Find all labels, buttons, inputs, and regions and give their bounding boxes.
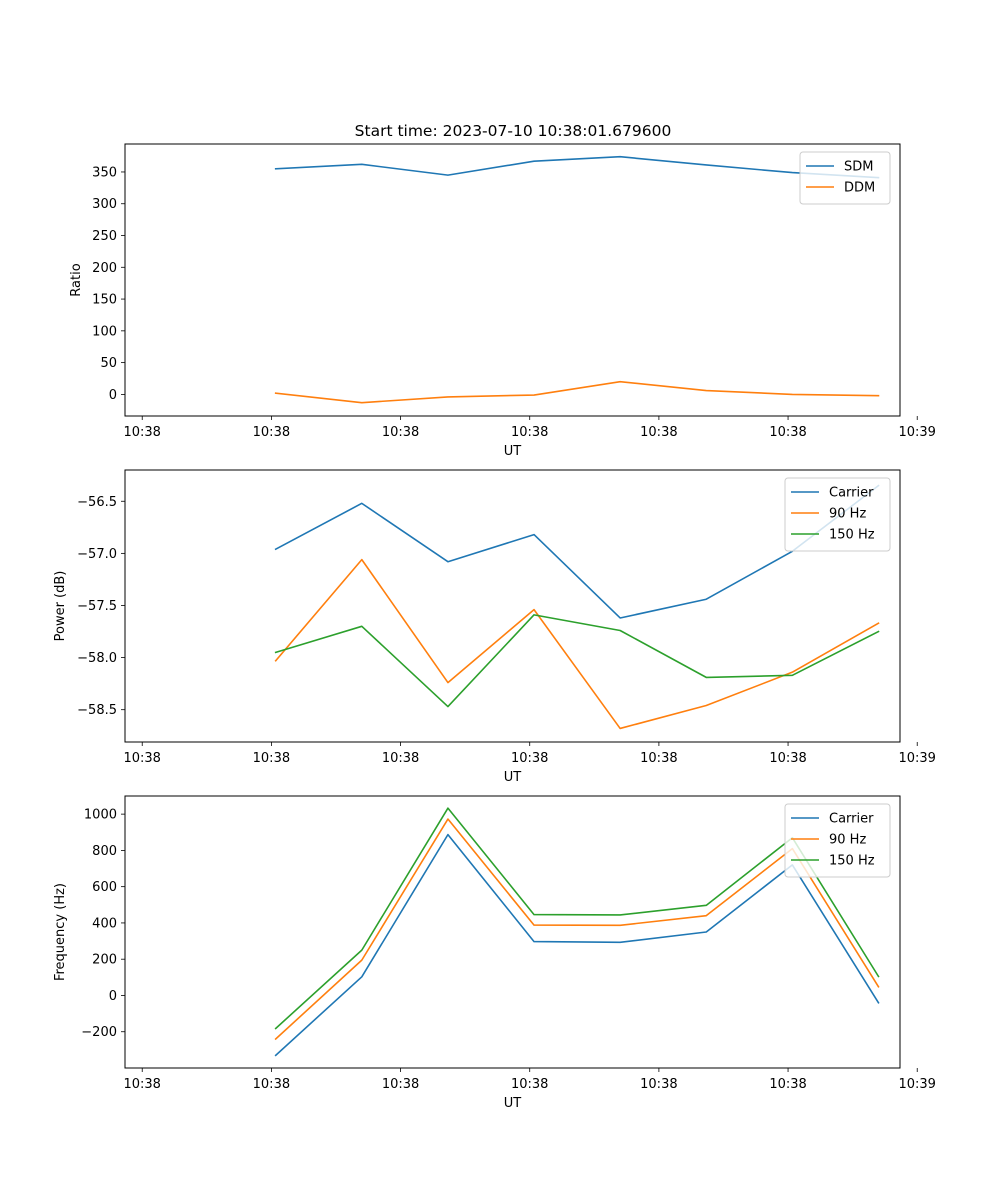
x-tick-label: 10:38 — [382, 751, 419, 766]
series-line-sdm — [274, 155, 880, 179]
x-tick-label: 10:38 — [511, 425, 548, 440]
y-axis-label: Ratio — [69, 263, 84, 296]
legend-label: Carrier — [829, 812, 874, 827]
x-tick-label: 10:38 — [253, 1077, 290, 1092]
x-tick-label: 10:38 — [123, 425, 160, 440]
y-tick-label: −58.5 — [77, 703, 117, 718]
x-tick-label: 10:38 — [640, 1077, 677, 1092]
y-tick-label: 50 — [100, 356, 117, 371]
x-tick-label: 10:38 — [123, 751, 160, 766]
x-tick-label: 10:38 — [769, 425, 806, 440]
y-tick-label: 0 — [109, 989, 117, 1004]
axes-frame — [124, 795, 901, 1069]
y-tick-label: −58.0 — [77, 651, 117, 666]
y-tick-label: −200 — [81, 1025, 117, 1040]
legend-label: 90 Hz — [829, 833, 866, 848]
y-axis-label: Power (dB) — [53, 571, 68, 642]
legend-label: 90 Hz — [829, 507, 866, 522]
y-tick-label: 400 — [92, 916, 117, 931]
x-tick-label: 10:38 — [511, 1077, 548, 1092]
panel-2: 10:38 10:38 10:38 10:38 10:38 10:38 10:39 −58.5… — [53, 469, 936, 785]
x-tick-label: 10:38 — [769, 751, 806, 766]
x-tick-label: 10:38 — [382, 1077, 419, 1092]
series-line-90-hz — [274, 558, 880, 730]
y-tick-label: −57.0 — [77, 547, 117, 562]
y-tick-label: 100 — [92, 324, 117, 339]
x-tick-label: 10:38 — [640, 425, 677, 440]
series-line-90-hz — [274, 818, 880, 1041]
x-tick-label: 10:38 — [511, 751, 548, 766]
legend — [784, 803, 891, 878]
legend — [799, 151, 891, 205]
axes-frame — [124, 469, 901, 743]
series-line-carrier — [274, 833, 880, 1057]
x-tick-label: 10:38 — [253, 751, 290, 766]
x-tick-label: 10:38 — [640, 751, 677, 766]
x-axis-label: UT — [504, 1096, 522, 1111]
legend-label: 150 Hz — [829, 854, 875, 869]
y-tick-label: 1000 — [84, 808, 117, 823]
x-tick-label: 10:38 — [382, 425, 419, 440]
panel-1: 10:38 10:38 10:38 10:38 10:38 10:38 10:39 0 50 10… — [69, 143, 936, 459]
x-tick-label: 10:38 — [769, 1077, 806, 1092]
y-tick-label: 250 — [92, 229, 117, 244]
series-line-150-hz — [274, 614, 880, 708]
legend-label: Carrier — [829, 486, 874, 501]
legend-label: SDM — [844, 160, 873, 175]
x-tick-label: 10:38 — [253, 425, 290, 440]
x-tick-label: 10:39 — [898, 751, 935, 766]
y-tick-label: 0 — [109, 388, 117, 403]
y-axis-label: Frequency (Hz) — [53, 883, 68, 981]
legend-label: 150 Hz — [829, 528, 875, 543]
y-tick-label: −57.5 — [77, 599, 117, 614]
legend — [784, 477, 891, 552]
x-tick-label: 10:38 — [123, 1077, 160, 1092]
x-tick-label: 10:39 — [898, 425, 935, 440]
y-tick-label: 200 — [92, 261, 117, 276]
x-axis-label: UT — [504, 770, 522, 785]
x-tick-label: 10:39 — [898, 1077, 935, 1092]
axes-frame — [124, 143, 901, 417]
panel-3: 10:38 10:38 10:38 10:38 10:38 10:38 10:39 −200 0… — [53, 795, 936, 1111]
series-line-ddm — [274, 380, 880, 404]
y-tick-label: 600 — [92, 880, 117, 895]
panels: 10:38 10:38 10:38 10:38 10:38 10:38 10:39 0 50 10… — [53, 143, 936, 1111]
y-tick-label: 800 — [92, 844, 117, 859]
chart-title: Start time: 2023-07-10 10:38:01.679600 — [355, 122, 672, 140]
y-tick-label: 200 — [92, 953, 117, 968]
series-line-carrier — [274, 484, 880, 619]
y-tick-label: 150 — [92, 293, 117, 308]
y-tick-label: 300 — [92, 197, 117, 212]
y-tick-label: 350 — [92, 165, 117, 180]
y-tick-label: −56.5 — [77, 495, 117, 510]
legend-label: DDM — [844, 181, 875, 196]
series-line-150-hz — [274, 807, 880, 1030]
x-axis-label: UT — [504, 444, 522, 459]
